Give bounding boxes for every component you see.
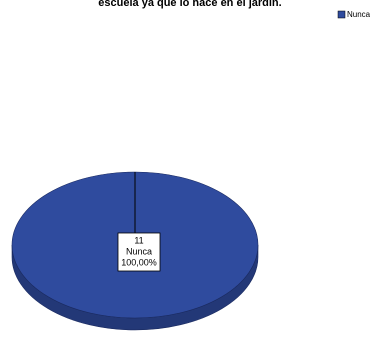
data-label-box: [117, 232, 161, 272]
legend-label: Nunca: [347, 10, 370, 19]
legend-swatch: [337, 10, 346, 19]
chart-title: escuela ya que lo hace en el jardín.: [98, 0, 281, 9]
data-label-percent: 100,00%: [121, 257, 157, 267]
data-label-count: 11: [134, 235, 143, 245]
data-label-category: Nunca: [126, 246, 152, 256]
